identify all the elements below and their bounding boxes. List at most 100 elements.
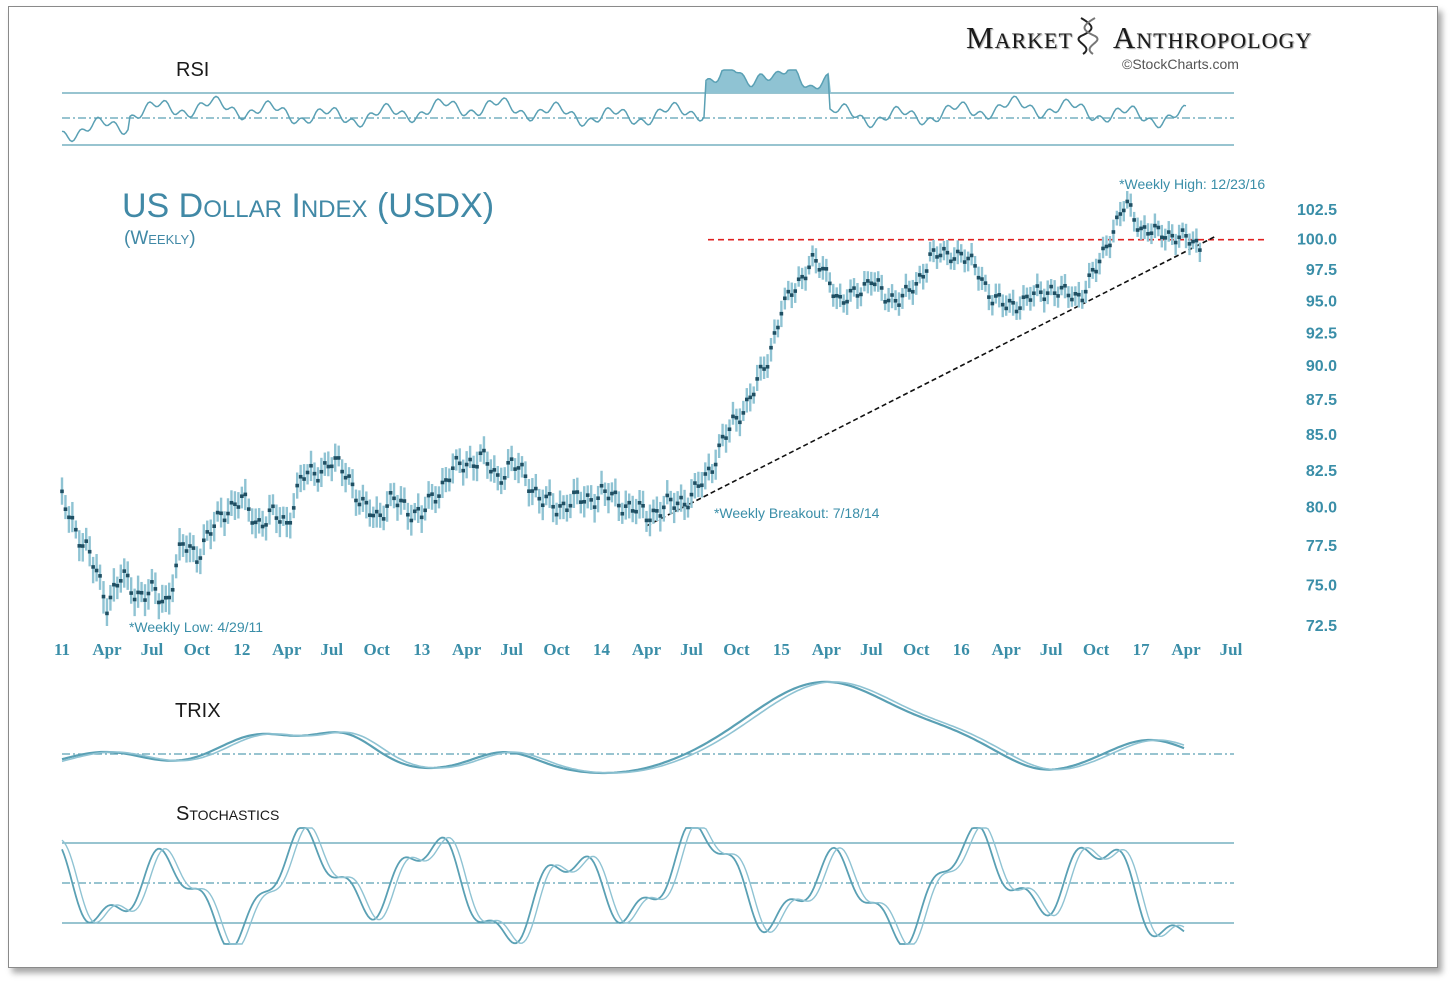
price-close xyxy=(679,495,683,500)
stoch-k-line xyxy=(61,827,1185,945)
price-close xyxy=(841,301,846,305)
x-tick-label: Apr xyxy=(992,640,1022,659)
price-close xyxy=(326,464,331,469)
price-close xyxy=(720,434,725,439)
price-close xyxy=(793,289,798,293)
price-close xyxy=(904,284,908,289)
y-tick-label: 80.0 xyxy=(1306,500,1337,517)
price-close xyxy=(1052,291,1057,295)
price-close xyxy=(509,457,514,461)
price-close xyxy=(1187,242,1192,246)
price-close xyxy=(170,588,175,592)
price-close xyxy=(596,496,600,500)
price-close xyxy=(1108,243,1112,248)
price-close xyxy=(1170,233,1175,238)
price-close xyxy=(1070,297,1074,302)
price-close xyxy=(748,395,753,400)
price-close xyxy=(911,289,915,294)
price-close xyxy=(630,509,635,513)
price-close xyxy=(1087,273,1091,278)
price-close xyxy=(1166,230,1171,234)
price-close xyxy=(489,469,493,474)
price-close xyxy=(229,500,234,505)
price-close xyxy=(1173,240,1178,245)
price-close xyxy=(399,498,403,503)
price-close xyxy=(644,518,649,523)
price-close xyxy=(758,364,763,369)
price-close xyxy=(520,462,524,467)
price-close xyxy=(661,505,666,510)
price-close xyxy=(312,471,317,476)
weekly-bars xyxy=(60,191,1202,626)
price-close xyxy=(250,521,255,525)
price-close xyxy=(305,470,310,475)
price-close xyxy=(724,436,728,440)
x-tick-label: Oct xyxy=(1083,640,1110,659)
price-close xyxy=(105,611,109,616)
price-close xyxy=(316,478,320,483)
price-close xyxy=(710,470,715,474)
price-close xyxy=(482,448,486,453)
price-close xyxy=(983,281,988,285)
price-close xyxy=(1121,208,1126,213)
price-close xyxy=(495,473,500,477)
chart-title: US Dollar Index (USDX) xyxy=(122,187,494,225)
price-close xyxy=(1160,235,1164,240)
price-close xyxy=(1083,289,1088,294)
price-close xyxy=(997,293,1002,297)
price-close xyxy=(772,331,777,335)
trix-title: TRIX xyxy=(175,700,221,722)
price-close xyxy=(935,255,939,259)
price-close xyxy=(554,512,559,517)
price-close xyxy=(513,467,517,471)
price-close xyxy=(900,293,905,298)
price-close xyxy=(502,476,507,480)
price-close xyxy=(208,532,213,536)
price-close xyxy=(191,546,196,550)
price-close xyxy=(558,504,562,508)
price-close xyxy=(987,295,991,299)
price-close xyxy=(381,517,386,521)
price-close xyxy=(641,503,645,508)
price-close xyxy=(610,491,614,496)
price-close xyxy=(468,457,472,462)
y-tick-label: 87.5 xyxy=(1306,392,1337,409)
price-close xyxy=(1118,212,1123,216)
price-close xyxy=(236,505,241,509)
price-close xyxy=(575,490,580,494)
price-close xyxy=(613,490,618,495)
price-close xyxy=(879,286,884,290)
price-close xyxy=(592,505,597,509)
price-close xyxy=(177,542,182,546)
price-close xyxy=(527,489,531,493)
price-close xyxy=(890,293,894,297)
price-close xyxy=(955,249,960,254)
price-close xyxy=(478,451,483,456)
price-close xyxy=(1063,283,1067,288)
price-close xyxy=(582,499,587,504)
price-close xyxy=(945,250,950,255)
rsi-title: RSI xyxy=(176,59,209,81)
price-close xyxy=(744,397,749,402)
price-close xyxy=(91,565,95,569)
price-close xyxy=(803,276,808,281)
y-tick-label: 97.5 xyxy=(1306,262,1337,279)
price-close xyxy=(336,456,341,460)
y-tick-label: 85.0 xyxy=(1306,427,1337,444)
brand-word-2: Anthropology xyxy=(1112,20,1313,55)
price-close xyxy=(727,427,732,432)
price-close xyxy=(821,266,825,271)
x-tick-label: Apr xyxy=(632,640,662,659)
price-close xyxy=(1066,293,1071,298)
price-close xyxy=(374,509,379,514)
price-close xyxy=(181,542,185,546)
price-close xyxy=(655,509,659,513)
price-close xyxy=(572,490,576,495)
price-close xyxy=(1115,215,1119,220)
price-close xyxy=(136,590,140,595)
price-close xyxy=(672,506,676,510)
price-close xyxy=(1000,302,1005,307)
price-close xyxy=(627,500,632,505)
price-close xyxy=(1045,291,1050,295)
price-close xyxy=(74,527,78,532)
